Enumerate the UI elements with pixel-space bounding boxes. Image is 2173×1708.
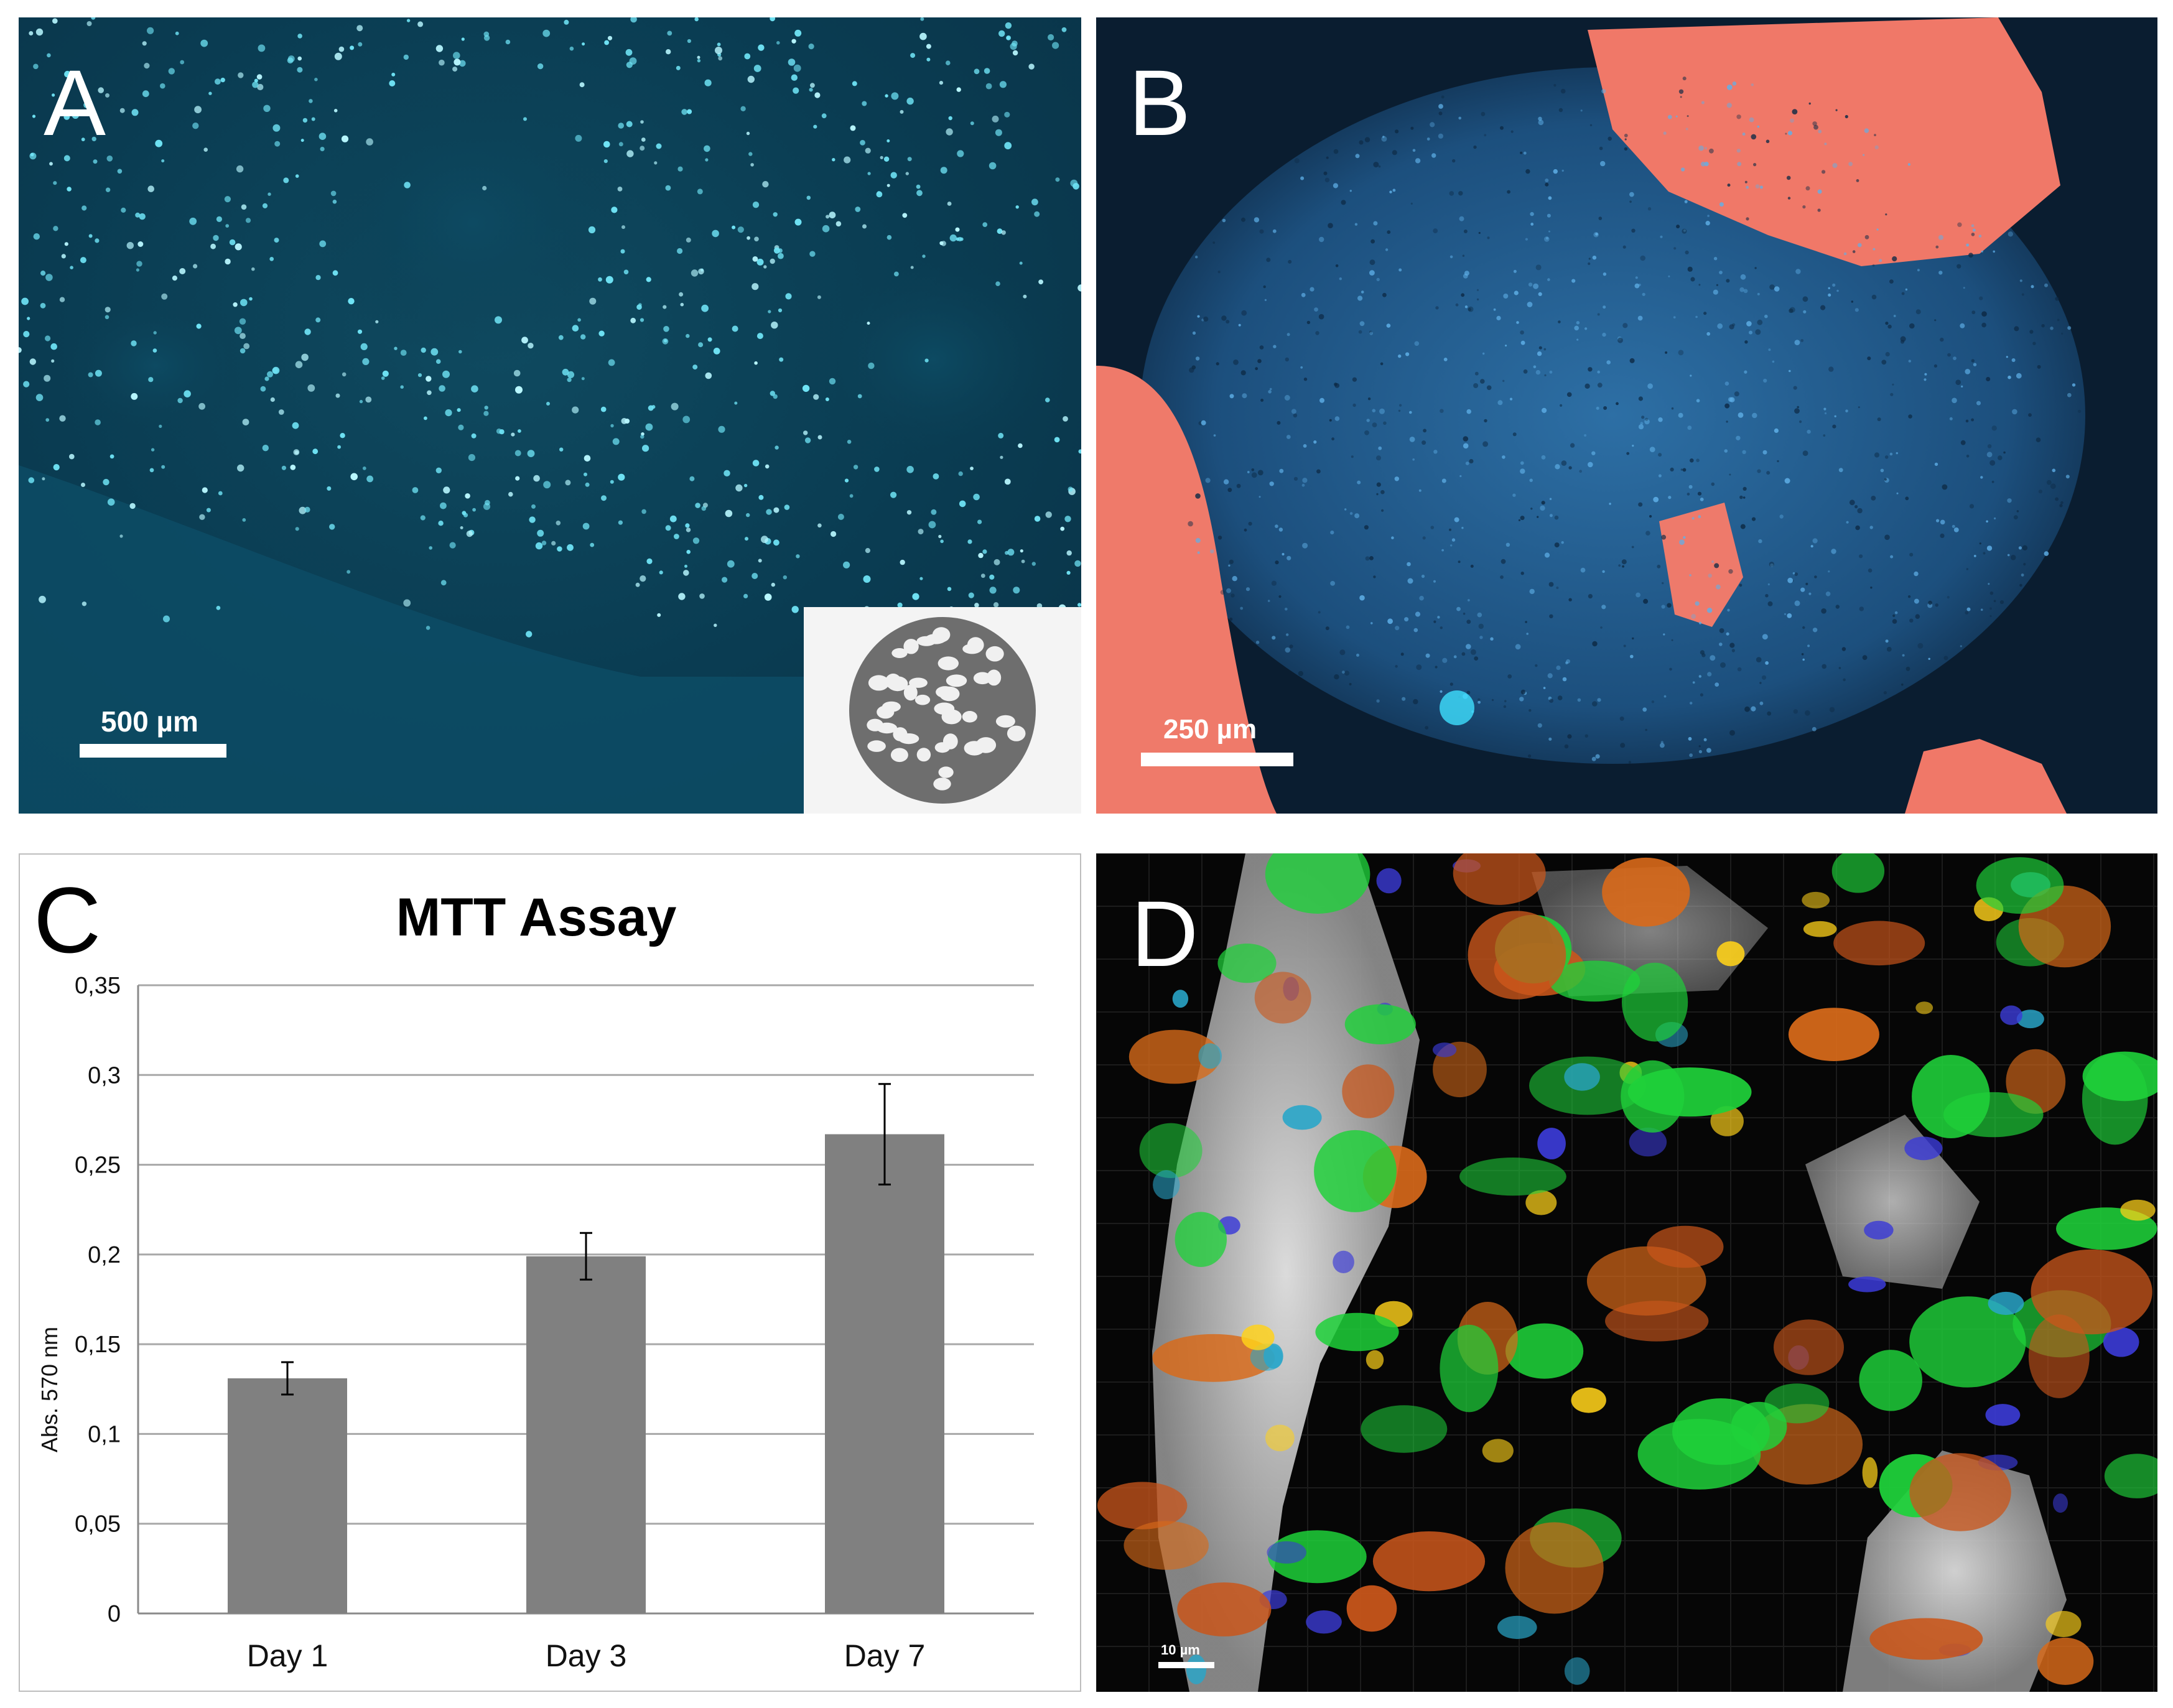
y-tick-label: 0,2 (88, 1242, 121, 1268)
panel-letter: D (1131, 881, 1199, 986)
scale-bar-label: 250 µm (1163, 714, 1257, 745)
panel-letter: B (1128, 50, 1191, 155)
y-tick-label: 0,1 (88, 1421, 121, 1447)
error-bars (281, 1083, 891, 1396)
scaffold-pores (867, 627, 1026, 791)
y-tick-label: 0,25 (75, 1153, 121, 1179)
panel-c-chart: C MTT Assay Abs. 570 nm 0 0,05 0,1 0,15 0,2 0… (19, 853, 1081, 1692)
y-tick-labels: 0 0,05 0,1 0,15 0,2 0,25 0,3 0,35 (75, 973, 121, 1627)
error-bar (580, 1232, 592, 1281)
chart-title: MTT Assay (396, 888, 677, 947)
x-tick-label: Day 3 (546, 1638, 627, 1673)
x-tick-labels: Day 1 Day 3 Day 7 (247, 1638, 926, 1673)
y-tick-label: 0,3 (88, 1062, 121, 1088)
panel-letter: C (34, 868, 101, 972)
scale-bar (80, 744, 226, 758)
error-bar (281, 1361, 294, 1396)
y-tick-label: 0,15 (75, 1332, 121, 1358)
bars (228, 1134, 944, 1613)
scale-bar (1141, 753, 1293, 766)
bar (228, 1378, 347, 1613)
y-tick-label: 0,05 (75, 1511, 121, 1538)
scale-bar-label: 500 µm (101, 705, 198, 738)
panel-letter: A (44, 50, 106, 155)
error-bar (878, 1083, 891, 1186)
panel-b-microscopy: B 250 µm (1096, 17, 2157, 814)
panel-d-confocal: D 10 µm (1096, 853, 2157, 1692)
x-tick-label: Day 1 (247, 1638, 328, 1673)
cell-texture (1188, 77, 2082, 764)
y-axis-label: Abs. 570 nm (37, 1327, 62, 1452)
scale-bar-label: 10 µm (1161, 1642, 1200, 1658)
bar (825, 1134, 944, 1613)
mtt-assay-chart: MTT Assay Abs. 570 nm 0 0,05 0,1 0,15 0,2 0,2… (37, 888, 1034, 1673)
scaffold-inset (804, 607, 1081, 814)
scaffold-inset-image (849, 617, 1036, 804)
y-tick-label: 0 (108, 1601, 121, 1627)
panel-b-image (1096, 17, 2157, 814)
stained-cells (1097, 853, 2157, 1685)
y-tick-label: 0,35 (75, 973, 121, 999)
scale-bar (1158, 1662, 1214, 1668)
panel-d-image (1096, 853, 2157, 1692)
panel-a-microscopy: A 500 µm (19, 17, 1081, 814)
x-tick-label: Day 7 (844, 1638, 926, 1673)
bar (526, 1256, 646, 1613)
